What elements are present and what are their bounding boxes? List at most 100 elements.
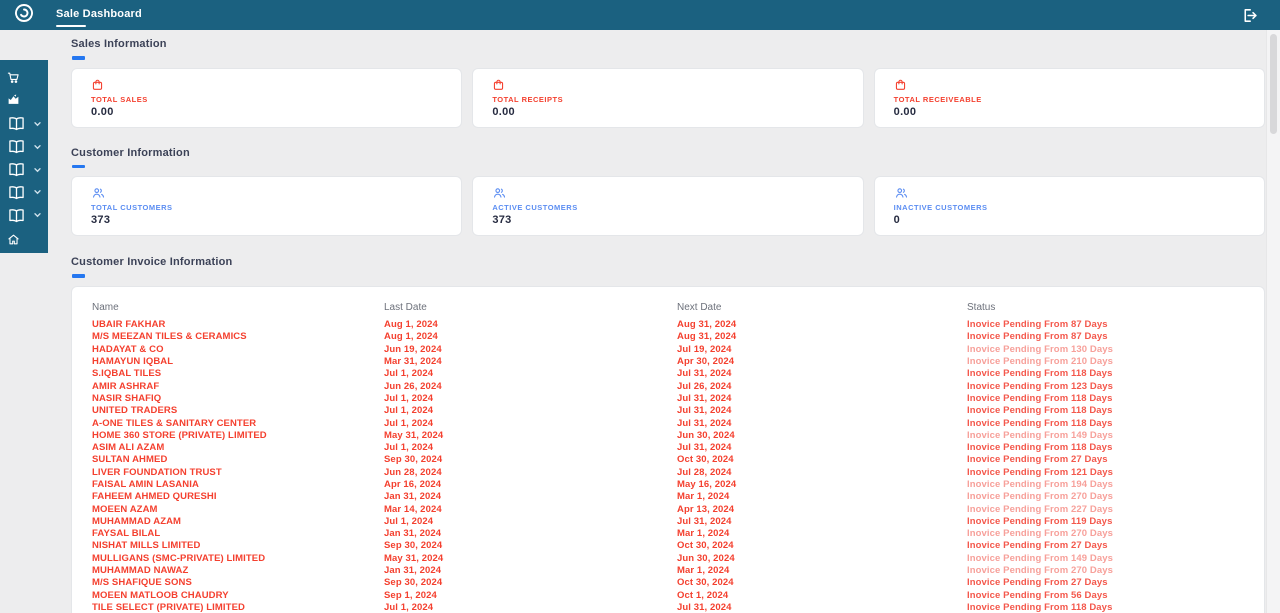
cell-status: Inovice Pending From 149 Days [967, 429, 1113, 441]
scrollbar-thumb[interactable] [1270, 34, 1277, 134]
column-header-next-date: Next Date [677, 301, 722, 313]
cell-name[interactable]: UBAIR FAKHAR [92, 319, 166, 331]
table-row: FAYSAL BILAL Jan 31, 2024 Mar 1, 2024 Inovi… [92, 528, 1244, 540]
cell-name[interactable]: MOEEN MATLOOB CHAUDRY [92, 589, 229, 601]
table-row: MULLIGANS (SMC-PRIVATE) LIMITED May 31, 2… [92, 552, 1244, 564]
cell-last-date: Sep 30, 2024 [384, 454, 443, 466]
cell-last-date: May 31, 2024 [384, 552, 444, 564]
card-value: 373 [492, 214, 512, 226]
table-row: UNITED TRADERS Jul 1, 2024 Jul 31, 2024 Ino… [92, 405, 1244, 417]
cell-status: Inovice Pending From 118 Days [967, 417, 1113, 429]
table-row: HAMAYUN IQBAL Mar 31, 2024 Apr 30, 2024 Ino… [92, 355, 1244, 367]
invoice-table-body: UBAIR FAKHAR Aug 1, 2024 Aug 31, 2024 Inovi… [92, 319, 1244, 613]
cell-name[interactable]: ASIM ALI AZAM [92, 442, 165, 454]
cell-name[interactable]: FAISAL AMIN LASANIA [92, 479, 199, 490]
cell-last-date: Jun 26, 2024 [384, 380, 442, 392]
cell-name[interactable]: FAYSAL BILAL [92, 528, 161, 540]
table-row: MOEEN MATLOOB CHAUDRY Sep 1, 2024 Oct 1, 2… [92, 589, 1244, 601]
cell-name[interactable]: SULTAN AHMED [92, 454, 168, 466]
table-row: AMIR ASHRAF Jun 26, 2024 Jul 26, 2024 Inovi… [92, 380, 1244, 392]
cell-next-date: Jun 30, 2024 [677, 552, 735, 564]
section-sales-information: Sales Information TOTAL SALES 0.00 [71, 30, 1265, 128]
brand-logo[interactable] [0, 0, 48, 30]
cell-last-date: Aug 1, 2024 [384, 331, 438, 343]
cell-next-date: Jul 31, 2024 [677, 417, 732, 429]
cell-name[interactable]: NISHAT MILLS LIMITED [92, 540, 201, 552]
cell-last-date: Mar 14, 2024 [384, 503, 442, 515]
table-row: UBAIR FAKHAR Aug 1, 2024 Aug 31, 2024 Inovi… [92, 319, 1244, 331]
cell-name[interactable]: LIVER FOUNDATION TRUST [92, 466, 222, 478]
table-row: NISHAT MILLS LIMITED Sep 30, 2024 Oct 30, … [92, 540, 1244, 552]
cell-next-date: Mar 1, 2024 [677, 565, 730, 577]
column-header-name: Name [92, 301, 119, 313]
top-header: Sale Dashboard [0, 0, 1280, 30]
cell-next-date: Jul 31, 2024 [677, 368, 732, 380]
cell-last-date: Sep 30, 2024 [384, 540, 443, 552]
card-label: TOTAL RECEIPTS [492, 94, 564, 104]
table-row: A-ONE TILES & SANITARY CENTER Jul 1, 2024… [92, 417, 1244, 429]
logout-icon [1241, 9, 1258, 28]
cell-name[interactable]: S.IQBAL TILES [92, 368, 162, 380]
column-header-last-date: Last Date [384, 301, 427, 313]
sidebar-item-chart[interactable] [0, 90, 48, 108]
card-label: TOTAL SALES [91, 94, 148, 104]
sidebar-item-home[interactable] [0, 231, 48, 249]
card-value: 0.00 [91, 105, 114, 118]
cell-next-date: Apr 30, 2024 [677, 356, 735, 368]
cell-status: Inovice Pending From 118 Days [967, 405, 1113, 417]
cell-name[interactable]: NASIR SHAFIQ [92, 392, 162, 404]
cell-name[interactable]: HADAYAT & CO [92, 343, 164, 355]
heading-accent-bar [72, 56, 85, 60]
table-row: NASIR SHAFIQ Jul 1, 2024 Jul 31, 2024 Inovi… [92, 392, 1244, 404]
cell-status: Inovice Pending From 270 Days [967, 565, 1113, 577]
logout-button[interactable] [1241, 7, 1258, 24]
table-row: M/S MEEZAN TILES & CERAMICS Aug 1, 2024 Au… [92, 331, 1244, 343]
chevron-down-icon [34, 213, 41, 218]
cell-name[interactable]: TILE SELECT (PRIVATE) LIMITED [92, 601, 245, 613]
cell-status: Inovice Pending From 118 Days [967, 392, 1113, 404]
cell-name[interactable]: HAMAYUN IQBAL [92, 356, 174, 368]
book-icon [7, 207, 26, 224]
sidebar-item-book-4[interactable] [0, 181, 48, 204]
table-row: MOEEN AZAM Mar 14, 2024 Apr 13, 2024 Inovic… [92, 503, 1244, 515]
card-label: TOTAL RECEIVEABLE [893, 94, 982, 104]
table-row: S.IQBAL TILES Jul 1, 2024 Jul 31, 2024 Inov… [92, 368, 1244, 380]
cell-name[interactable]: M/S MEEZAN TILES & CERAMICS [92, 331, 247, 343]
cell-status: Inovice Pending From 56 Days [967, 589, 1108, 601]
cell-name[interactable]: FAHEEM AHMED QURESHI [92, 491, 217, 503]
sidebar-item-book-2[interactable] [0, 135, 48, 158]
cell-name[interactable]: M/S SHAFIQUE SONS [92, 577, 192, 589]
cell-next-date: Oct 30, 2024 [677, 454, 734, 466]
cell-last-date: Jul 1, 2024 [384, 392, 434, 404]
sidebar-item-book-3[interactable] [0, 158, 48, 181]
card-active-customers: ACTIVE CUSTOMERS 373 [472, 176, 864, 236]
cell-last-date: Jul 1, 2024 [384, 601, 434, 613]
cell-name[interactable]: MULLIGANS (SMC-PRIVATE) LIMITED [92, 552, 266, 564]
users-icon [492, 186, 862, 200]
cell-name[interactable]: A-ONE TILES & SANITARY CENTER [92, 417, 257, 429]
vertical-scrollbar[interactable] [1266, 30, 1280, 613]
sidebar-item-cart[interactable] [0, 68, 48, 86]
cell-name[interactable]: MUHAMMAD AZAM [92, 515, 182, 527]
cell-name[interactable]: MOEEN AZAM [92, 503, 158, 515]
sidebar-item-book-1[interactable] [0, 113, 48, 136]
chart-icon [7, 93, 20, 106]
cell-next-date: Oct 1, 2024 [677, 589, 729, 601]
main-content: Sales Information TOTAL SALES 0.00 [71, 30, 1265, 613]
sidebar-item-book-5[interactable] [0, 204, 48, 227]
heading-accent-bar [72, 274, 85, 278]
cell-last-date: Aug 1, 2024 [384, 319, 438, 331]
cell-last-date: Jan 31, 2024 [384, 565, 442, 577]
card-label: TOTAL CUSTOMERS [91, 203, 173, 212]
cell-status: Inovice Pending From 27 Days [967, 540, 1108, 552]
cell-status: Inovice Pending From 121 Days [967, 466, 1113, 478]
cell-status: Inovice Pending From 118 Days [967, 442, 1113, 454]
cell-name[interactable]: MUHAMMAD NAWAZ [92, 565, 189, 577]
card-value: 0.00 [492, 105, 515, 118]
card-total-customers: TOTAL CUSTOMERS 373 [71, 176, 463, 236]
cell-name[interactable]: HOME 360 STORE (PRIVATE) LIMITED [92, 429, 267, 441]
cell-next-date: Aug 31, 2024 [677, 319, 737, 331]
cell-name[interactable]: AMIR ASHRAF [92, 380, 160, 392]
cell-next-date: Jul 28, 2024 [677, 466, 732, 478]
cell-name[interactable]: UNITED TRADERS [92, 405, 178, 417]
